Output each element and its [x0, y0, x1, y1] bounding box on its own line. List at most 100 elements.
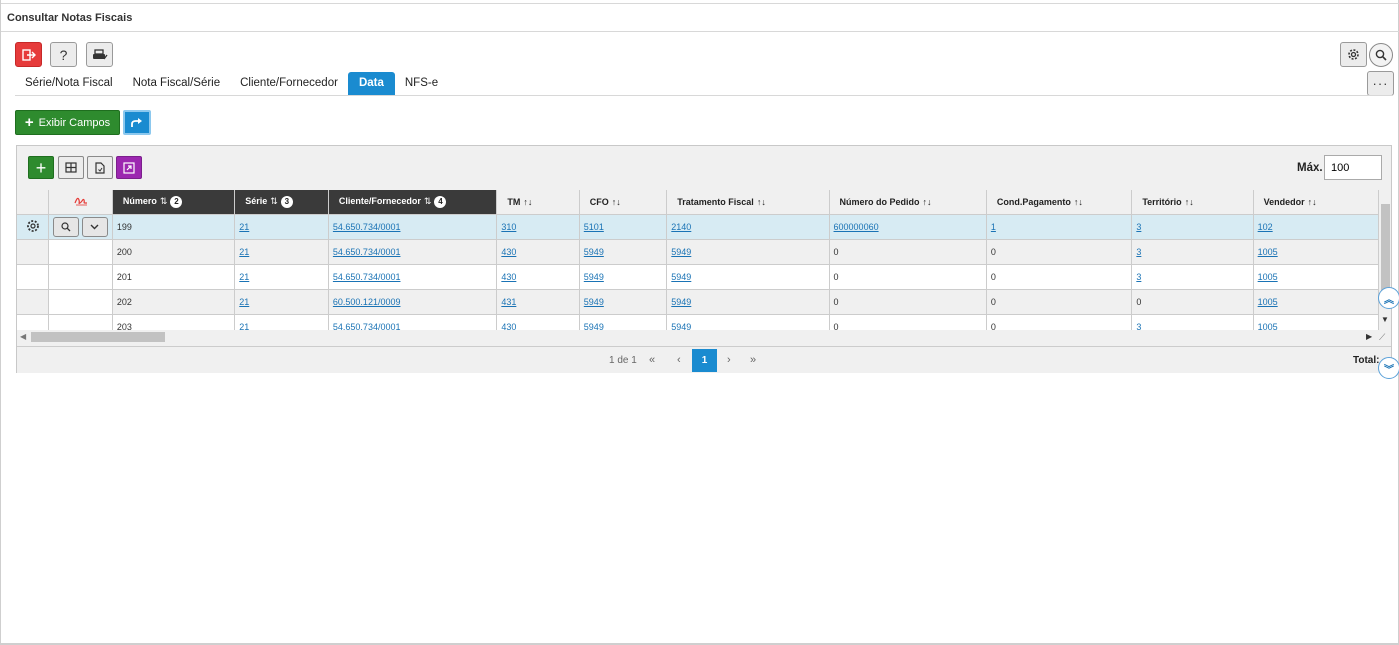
- exibir-campos-button[interactable]: + Exibir Campos: [15, 110, 120, 135]
- cell-serie: 21: [234, 314, 329, 331]
- header-territorio[interactable]: Território ↑↓: [1131, 190, 1254, 215]
- table-row[interactable]: 202 21 60.500.121/0009 431 5949 5949 0 0…: [17, 289, 1379, 315]
- cell-vendedor: 1005: [1253, 264, 1379, 290]
- cell-tratamento: 5949: [666, 264, 830, 290]
- cliente-link[interactable]: 54.650.734/0001: [332, 271, 401, 282]
- vendedor-link[interactable]: 1005: [1257, 321, 1278, 331]
- header-vendedor[interactable]: Vendedor ↑↓: [1253, 190, 1379, 215]
- tratamento-link[interactable]: 5949: [671, 296, 692, 307]
- cfo-link[interactable]: 5949: [583, 246, 604, 257]
- header-serie[interactable]: Série ⇅ 3: [234, 190, 329, 215]
- tab-nfs-e[interactable]: NFS-e: [404, 77, 439, 89]
- cfo-link[interactable]: 5101: [583, 221, 604, 232]
- header-tratamento-fiscal[interactable]: Tratamento Fiscal ↑↓: [666, 190, 830, 215]
- table-row[interactable]: 203 21 54.650.734/0001 430 5949 5949 0 0…: [17, 314, 1379, 330]
- tm-link[interactable]: 310: [501, 221, 517, 232]
- cell-numero: 203: [112, 314, 236, 330]
- serie-link[interactable]: 21: [239, 296, 250, 307]
- cell-cliente: 60.500.121/0009: [328, 289, 498, 315]
- max-records-input[interactable]: [1324, 155, 1382, 180]
- table-row[interactable]: 199 21 54.650.734/0001 310 5101 2140 600…: [17, 214, 1379, 240]
- tm-link[interactable]: 430: [501, 321, 517, 331]
- vendedor-link[interactable]: 1005: [1257, 296, 1278, 307]
- cfo-link[interactable]: 5949: [583, 296, 604, 307]
- vendedor-link[interactable]: 1005: [1257, 271, 1278, 282]
- add-record-button[interactable]: +: [28, 156, 54, 179]
- header-pedido-label: Número do Pedido: [839, 196, 920, 207]
- header-numero-pedido[interactable]: Número do Pedido ↑↓: [829, 190, 987, 215]
- header-numero[interactable]: Número ⇅ 2: [112, 190, 236, 215]
- tratamento-link[interactable]: 5949: [671, 246, 692, 257]
- vertical-scrollbar[interactable]: ▼: [1379, 190, 1391, 330]
- serie-link[interactable]: 21: [239, 246, 250, 257]
- share-button[interactable]: [123, 110, 151, 135]
- scroll-to-bottom-button[interactable]: ︾: [1378, 357, 1399, 379]
- scroll-right-arrow-icon[interactable]: ▶: [1366, 332, 1373, 341]
- table-row[interactable]: 201 21 54.650.734/0001 430 5949 5949 0 0…: [17, 264, 1379, 290]
- tab-nota-fiscal-serie[interactable]: Nota Fiscal/Série: [132, 77, 221, 89]
- tab-serie-nota-fiscal[interactable]: Série/Nota Fiscal: [25, 77, 113, 89]
- settings-button[interactable]: [1340, 42, 1367, 67]
- territorio-link[interactable]: 3: [1136, 221, 1142, 232]
- grid-layout-button[interactable]: [58, 156, 84, 179]
- cfo-link[interactable]: 5949: [583, 321, 604, 331]
- help-button[interactable]: ?: [50, 42, 77, 67]
- prev-page-button[interactable]: ‹: [677, 354, 681, 366]
- table-row[interactable]: 200 21 54.650.734/0001 430 5949 5949 0 0…: [17, 239, 1379, 265]
- tab-cliente-fornecedor[interactable]: Cliente/Fornecedor: [240, 77, 338, 89]
- row-settings-cell[interactable]: [17, 214, 50, 240]
- serie-link[interactable]: 21: [239, 221, 250, 232]
- cliente-link[interactable]: 54.650.734/0001: [332, 246, 401, 257]
- territorio-link[interactable]: 3: [1136, 321, 1142, 331]
- clear-filters-header[interactable]: [48, 190, 113, 215]
- tm-link[interactable]: 430: [501, 271, 517, 282]
- search-button[interactable]: [1369, 43, 1393, 67]
- horizontal-scrollbar[interactable]: ◀ ▶ ⟋: [17, 330, 1391, 344]
- vendedor-link[interactable]: 1005: [1257, 246, 1278, 257]
- row-expand-button[interactable]: [81, 216, 108, 237]
- tm-link[interactable]: 431: [501, 296, 517, 307]
- vendedor-link[interactable]: 102: [1257, 221, 1273, 232]
- cfo-link[interactable]: 5949: [583, 271, 604, 282]
- first-page-button[interactable]: «: [649, 354, 656, 366]
- print-button[interactable]: [86, 42, 113, 67]
- last-page-button[interactable]: »: [750, 354, 757, 366]
- next-page-button[interactable]: ›: [727, 354, 731, 366]
- cliente-link[interactable]: 54.650.734/0001: [332, 321, 401, 331]
- territorio-link[interactable]: 3: [1136, 271, 1142, 282]
- vertical-scroll-thumb[interactable]: [1381, 204, 1390, 302]
- current-page-button[interactable]: 1: [692, 349, 717, 372]
- cond-link[interactable]: 1: [990, 221, 996, 232]
- resize-grip-icon[interactable]: ⟋: [1379, 332, 1386, 342]
- cell-pedido: 0: [829, 239, 987, 265]
- serie-link[interactable]: 21: [239, 271, 250, 282]
- scroll-left-arrow-icon[interactable]: ◀: [20, 332, 27, 341]
- tratamento-link[interactable]: 5949: [671, 321, 692, 331]
- header-cfo[interactable]: CFO ↑↓: [579, 190, 668, 215]
- cliente-link[interactable]: 54.650.734/0001: [332, 221, 401, 232]
- expand-grid-button[interactable]: [116, 156, 142, 179]
- exit-button[interactable]: [15, 42, 42, 67]
- header-cliente-fornecedor[interactable]: Cliente/Fornecedor ⇅ 4: [328, 190, 498, 215]
- more-options-button[interactable]: ···: [1367, 71, 1394, 96]
- cliente-link[interactable]: 60.500.121/0009: [332, 296, 401, 307]
- horizontal-scroll-thumb[interactable]: [31, 332, 165, 342]
- plus-icon: +: [24, 113, 34, 131]
- header-tm[interactable]: TM ↑↓: [496, 190, 580, 215]
- header-tratamento-label: Tratamento Fiscal: [677, 196, 754, 207]
- tratamento-link[interactable]: 5949: [671, 271, 692, 282]
- tm-link[interactable]: 430: [501, 246, 517, 257]
- export-document-button[interactable]: [87, 156, 113, 179]
- cell-cfo: 5949: [579, 264, 668, 290]
- territorio-link[interactable]: 3: [1136, 246, 1142, 257]
- row-search-button[interactable]: [53, 216, 80, 237]
- header-territorio-label: Território: [1142, 196, 1182, 207]
- tab-data[interactable]: Data: [347, 72, 395, 96]
- pedido-link[interactable]: 600000060: [833, 221, 879, 232]
- scroll-down-arrow-icon[interactable]: ▼: [1381, 315, 1389, 324]
- serie-link[interactable]: 21: [239, 321, 250, 331]
- tratamento-link[interactable]: 2140: [671, 221, 692, 232]
- header-cond-pagamento[interactable]: Cond.Pagamento ↑↓: [986, 190, 1133, 215]
- cell-tm: 431: [496, 289, 580, 315]
- scroll-to-top-button[interactable]: ︽: [1378, 287, 1399, 309]
